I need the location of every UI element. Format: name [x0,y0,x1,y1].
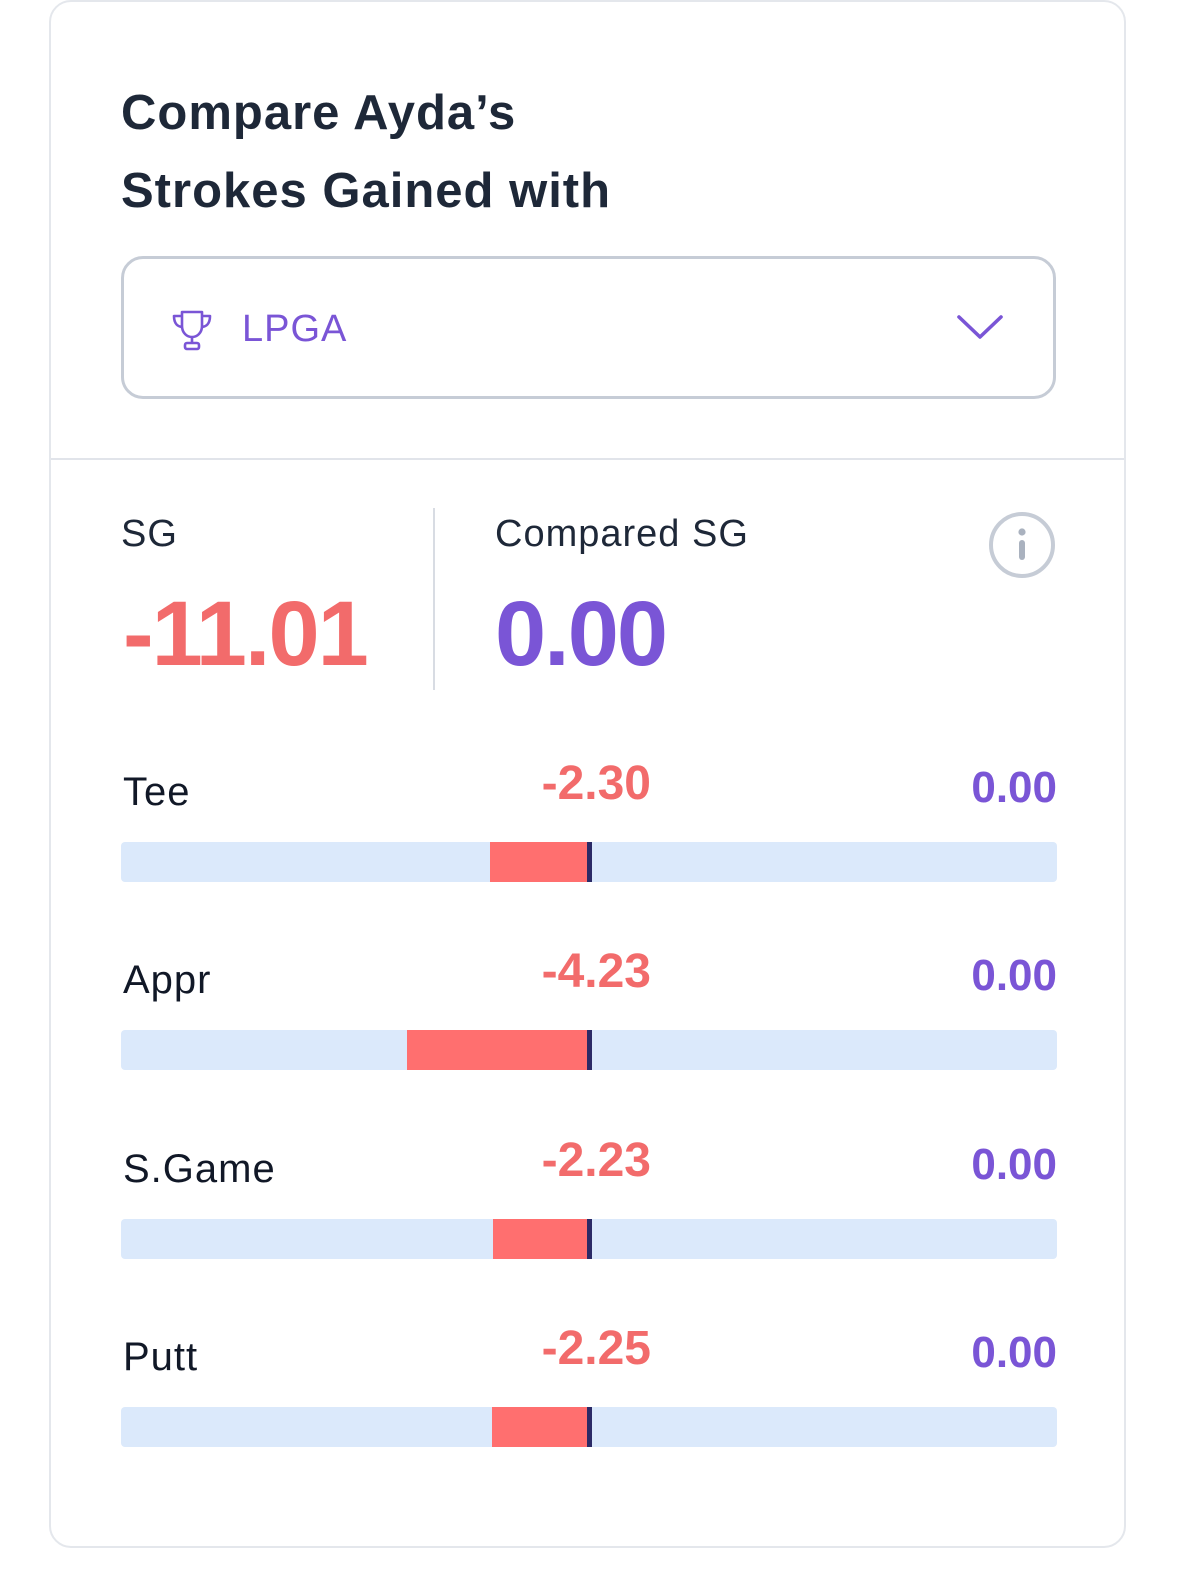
compared-sg-value: 0.00 [495,583,668,685]
card-title: Compare Ayda’s Strokes Gained with [121,74,821,230]
compare-dropdown[interactable]: LPGA [121,256,1056,399]
summary-divider [433,508,435,690]
category-compared-value: 0.00 [971,951,1057,1000]
category-bar-track [121,842,1057,882]
category-bar-baseline [587,1407,592,1447]
category-label: Tee [123,770,191,814]
category-bar-baseline [587,1219,592,1259]
compare-dropdown-value: LPGA [242,308,348,350]
card-title-line2: Strokes Gained with [121,164,612,218]
category-bar-track [121,1030,1057,1070]
category-bar-fill [490,842,589,882]
category-bar-baseline [587,842,592,882]
category-compared-value: 0.00 [971,1328,1057,1377]
category-sg-value: -4.23 [541,945,651,998]
category-sg-value: -2.30 [541,757,651,810]
category-bar-track [121,1407,1057,1447]
category-row: Tee -2.30 0.00 [121,742,1059,902]
category-bar-fill [492,1407,589,1447]
trophy-icon [172,310,212,351]
category-label: S.Game [123,1147,276,1191]
section-divider [51,458,1124,460]
category-bar-baseline [587,1030,592,1070]
category-row: S.Game -2.23 0.00 [121,1119,1059,1279]
info-icon[interactable] [987,510,1057,580]
category-bar-fill [493,1219,589,1259]
category-row: Putt -2.25 0.00 [121,1307,1059,1467]
chevron-down-icon [957,315,1003,339]
category-sg-value: -2.25 [541,1322,651,1375]
strokes-gained-card: Compare Ayda’s Strokes Gained with LPGA … [49,0,1126,1548]
category-compared-value: 0.00 [971,1140,1057,1189]
category-sg-value: -2.23 [541,1134,651,1187]
sg-label: SG [121,513,178,555]
sg-total-value: -11.01 [123,583,369,685]
category-bar-track [121,1219,1057,1259]
card-title-line1: Compare Ayda’s [121,86,517,140]
category-compared-value: 0.00 [971,763,1057,812]
category-row: Appr -4.23 0.00 [121,930,1059,1090]
category-bar-fill [407,1030,589,1070]
category-label: Putt [123,1335,199,1379]
compared-sg-label: Compared SG [495,513,749,555]
category-label: Appr [123,958,212,1002]
